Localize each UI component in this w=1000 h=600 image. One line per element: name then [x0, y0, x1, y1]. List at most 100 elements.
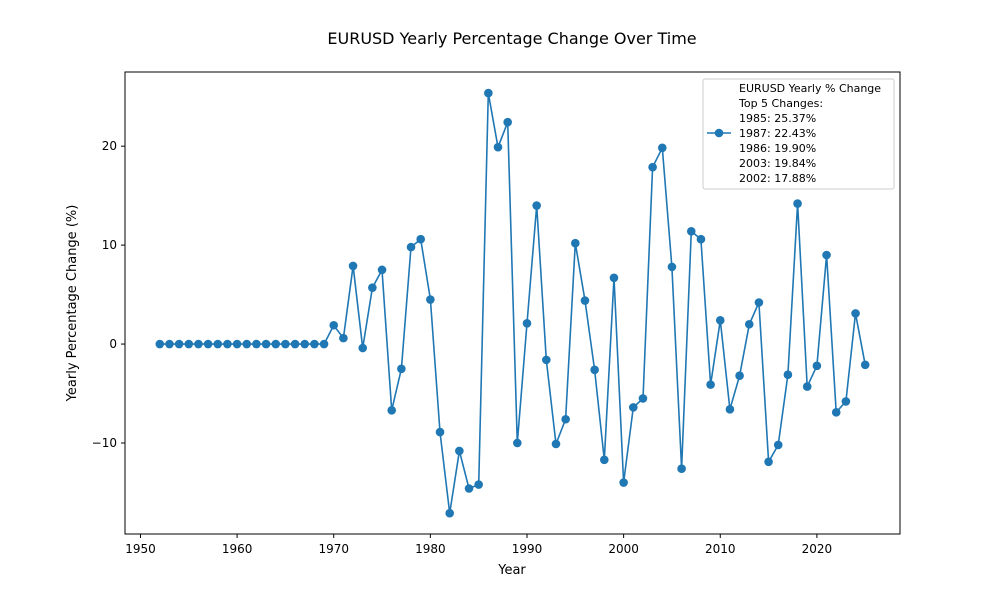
- data-point: [754, 298, 764, 307]
- data-point: [387, 406, 397, 415]
- data-point: [339, 333, 348, 343]
- data-point: [232, 339, 242, 349]
- data-point: [860, 360, 870, 370]
- data-point: [706, 380, 715, 389]
- x-axis: 1950 1960 1970 1980 1990 2000 2010 2020: [125, 534, 832, 556]
- data-point: [851, 309, 860, 318]
- data-point: [242, 339, 252, 349]
- x-axis-label: Year: [497, 563, 526, 578]
- data-point: [358, 343, 368, 353]
- data-point: [725, 405, 735, 414]
- data-point: [619, 478, 628, 487]
- plot-frame: [124, 71, 901, 535]
- data-point: [590, 365, 599, 375]
- data-point: [648, 162, 657, 172]
- y-tick-label: 10: [102, 238, 117, 252]
- legend-marker: [714, 128, 724, 138]
- legend-entry-line: Top 5 Changes:: [738, 97, 823, 110]
- chart-title: EURUSD Yearly Percentage Change Over Tim…: [327, 29, 696, 48]
- data-point: [542, 355, 551, 365]
- data-point: [744, 319, 754, 329]
- data-point: [841, 397, 851, 406]
- legend-box: [702, 78, 895, 190]
- data-point: [561, 414, 570, 424]
- data-point: [513, 438, 522, 448]
- series-layer: [155, 88, 870, 518]
- data-point: [377, 265, 387, 275]
- data-point: [271, 339, 281, 349]
- data-point: [213, 339, 223, 349]
- x-tick-label: 1970: [318, 542, 349, 556]
- y-tick-label: 0: [109, 337, 117, 351]
- data-point: [571, 238, 580, 248]
- x-tick-label: 1990: [512, 542, 543, 556]
- data-point: [812, 361, 822, 371]
- data-point: [174, 339, 184, 349]
- data-point: [165, 339, 174, 349]
- data-point: [252, 339, 261, 349]
- data-point: [657, 143, 667, 153]
- data-point: [580, 296, 590, 305]
- y-tick-label: −10: [92, 436, 117, 450]
- data-point: [503, 117, 512, 127]
- data-point: [368, 283, 377, 292]
- data-point: [715, 316, 725, 325]
- data-point: [319, 339, 329, 349]
- data-point: [416, 234, 425, 244]
- data-point: [184, 339, 194, 349]
- data-point: [522, 318, 532, 328]
- data-point: [600, 455, 609, 465]
- y-tick-label: 20: [102, 139, 117, 153]
- data-point: [822, 250, 831, 260]
- x-tick-label: 1960: [222, 542, 253, 556]
- legend-entry-line: 1987: 22.43%: [739, 127, 816, 140]
- data-point: [435, 427, 445, 437]
- data-point: [677, 464, 686, 474]
- data-point: [455, 446, 464, 456]
- legend-entry-line: 1985: 25.37%: [739, 112, 816, 125]
- data-point: [300, 339, 310, 349]
- data-point: [628, 403, 638, 412]
- x-tick-label: 2000: [608, 542, 639, 556]
- data-point: [667, 262, 677, 272]
- data-point: [696, 234, 706, 244]
- data-point: [802, 382, 812, 391]
- data-point: [281, 339, 290, 349]
- legend-entry-line: EURUSD Yearly % Change: [739, 82, 881, 95]
- x-tick-label: 1980: [415, 542, 446, 556]
- data-point: [194, 339, 203, 349]
- data-point: [329, 320, 339, 330]
- data-point: [831, 408, 841, 417]
- data-point: [397, 364, 406, 374]
- legend-entry-line: 2002: 17.88%: [739, 172, 816, 185]
- data-point: [735, 371, 744, 381]
- data-point: [464, 484, 474, 493]
- data-point: [223, 339, 232, 349]
- data-point: [155, 339, 165, 349]
- data-point: [203, 339, 213, 349]
- legend-entry-line: 1986: 19.90%: [739, 142, 816, 155]
- data-point: [609, 273, 619, 283]
- data-point: [764, 457, 773, 467]
- y-axis: −10 0 10 20: [92, 139, 125, 450]
- y-axis-label: Yearly Percentage Change (%): [65, 205, 80, 403]
- data-point: [474, 480, 483, 489]
- data-point: [290, 339, 300, 349]
- data-point: [551, 439, 561, 449]
- data-point: [445, 508, 454, 518]
- data-point: [783, 370, 793, 380]
- legend: EURUSD Yearly % Change Top 5 Changes: 1985…: [702, 78, 895, 190]
- data-point: [532, 201, 541, 210]
- data-point: [484, 88, 493, 98]
- data-point: [793, 199, 802, 208]
- data-point: [493, 142, 503, 152]
- data-point: [310, 339, 319, 349]
- data-point: [348, 261, 358, 271]
- x-tick-label: 2010: [705, 542, 736, 556]
- data-point: [426, 295, 435, 304]
- data-point: [261, 339, 271, 349]
- x-tick-label: 2020: [802, 542, 833, 556]
- data-point: [638, 394, 648, 403]
- data-point: [686, 226, 696, 236]
- x-tick-label: 1950: [125, 542, 156, 556]
